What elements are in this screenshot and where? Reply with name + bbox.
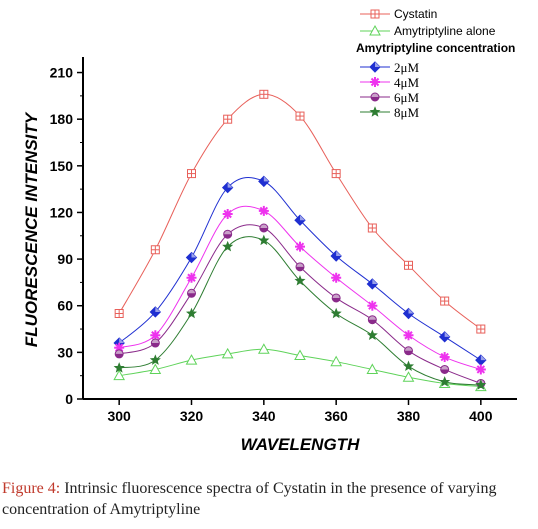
- data-point-amytriptyline-alone: [185, 354, 198, 365]
- data-point-8-m: [402, 360, 415, 372]
- data-point-6-m: [404, 346, 413, 356]
- data-point-8-m: [366, 329, 378, 340]
- figure-caption: Figure 4: Intrinsic fluorescence spectra…: [2, 478, 536, 520]
- data-point-8-m: [475, 379, 487, 390]
- data-point-2-m: [475, 354, 487, 366]
- x-tick-label: 340: [252, 408, 276, 424]
- data-point-2-m: [221, 181, 234, 194]
- data-point-4-m: [222, 209, 233, 220]
- legend-label-4-m: 4μM: [394, 75, 419, 90]
- data-point-8-m: [113, 362, 125, 373]
- legend-label-amytriptyline-alone: Amytriptyline alone: [394, 24, 496, 38]
- x-tick-label: 400: [469, 408, 493, 424]
- data-point-2-m: [258, 175, 270, 188]
- data-point-2-m: [438, 331, 451, 343]
- x-tick-label: 380: [397, 408, 421, 424]
- y-tick-label: 120: [50, 204, 74, 220]
- data-point-2-m: [294, 214, 306, 226]
- legend-label-2-m: 2μM: [394, 60, 419, 75]
- data-point-4-m: [295, 241, 305, 252]
- caption-label: Figure 4:: [2, 480, 61, 497]
- data-point-6-m: [223, 229, 233, 239]
- data-point-4-m: [114, 342, 125, 353]
- data-point-amytriptyline-alone: [330, 355, 343, 367]
- data-point-cystatin: [367, 223, 377, 233]
- data-point-amytriptyline-alone: [221, 347, 234, 359]
- data-point-8-m: [294, 275, 306, 286]
- legend-marker-8-m: [369, 106, 381, 117]
- legend-marker-6-m: [370, 92, 380, 102]
- data-point-cystatin: [223, 114, 233, 124]
- data-point-8-m: [258, 234, 270, 246]
- caption-text: Intrinsic fluorescence spectra of Cystat…: [2, 480, 497, 518]
- legend-label-8-m: 8μM: [394, 105, 419, 120]
- data-point-cystatin: [114, 309, 124, 318]
- data-point-amytriptyline-alone: [257, 343, 270, 354]
- data-point-cystatin: [440, 296, 450, 306]
- data-point-cystatin: [187, 169, 196, 179]
- legend-label-6-m: 6μM: [394, 90, 419, 105]
- data-point-cystatin: [150, 245, 160, 255]
- y-tick-label: 60: [57, 298, 73, 314]
- data-point-6-m: [150, 338, 160, 348]
- data-point-amytriptyline-alone: [402, 371, 415, 382]
- data-point-cystatin: [259, 89, 269, 99]
- data-point-2-m: [366, 278, 379, 290]
- data-point-2-m: [330, 250, 342, 262]
- data-point-6-m: [187, 288, 196, 298]
- y-tick-label: 180: [50, 111, 74, 127]
- data-point-cystatin: [476, 324, 486, 334]
- data-point-2-m: [149, 306, 162, 318]
- data-point-8-m: [439, 376, 451, 387]
- legend-label-cystatin: Cystatin: [394, 7, 437, 21]
- y-tick-label: 30: [57, 344, 73, 360]
- data-point-cystatin: [295, 111, 305, 121]
- data-point-4-m: [367, 300, 378, 311]
- y-axis-title: FLUORESCENCE INTENSITY: [22, 111, 41, 347]
- data-point-cystatin: [331, 169, 341, 179]
- data-point-cystatin: [404, 260, 413, 270]
- data-point-8-m: [222, 240, 234, 252]
- data-point-8-m: [185, 307, 198, 319]
- data-point-6-m: [331, 293, 341, 303]
- data-point-6-m: [440, 364, 450, 374]
- data-point-amytriptyline-alone: [113, 369, 126, 381]
- data-point-2-m: [185, 251, 198, 264]
- data-point-8-m: [330, 307, 342, 319]
- legend-heading: Amytriptyline concentration: [356, 41, 515, 55]
- data-point-4-m: [258, 205, 269, 216]
- data-point-6-m: [114, 349, 124, 359]
- data-point-4-m: [403, 330, 414, 341]
- data-point-2-m: [402, 307, 415, 320]
- series-line-cystatin: [118, 93, 482, 330]
- data-point-amytriptyline-alone: [294, 349, 306, 360]
- data-point-4-m: [186, 272, 197, 283]
- legend-marker-2-m: [369, 61, 381, 73]
- legend-marker-cystatin: [370, 9, 380, 19]
- data-point-amytriptyline-alone: [149, 363, 162, 374]
- x-tick-label: 320: [180, 408, 204, 424]
- legend-marker-4-m: [370, 77, 380, 87]
- y-tick-label: 0: [65, 391, 73, 407]
- chart: 300 320 340 360 380 400 0 30 60 90 120 150 180 210 Cy…: [22, 7, 517, 454]
- legend-marker-amytriptyline-alone: [369, 24, 381, 36]
- y-tick-label: 90: [57, 251, 73, 267]
- y-tick-label: 210: [50, 65, 74, 81]
- x-tick-label: 300: [107, 408, 131, 424]
- series-line-8-m: [119, 236, 481, 386]
- data-point-4-m: [475, 364, 486, 375]
- data-point-amytriptyline-alone: [366, 363, 379, 374]
- y-tick-label: 150: [50, 158, 74, 174]
- data-point-6-m: [259, 223, 269, 233]
- data-point-8-m: [149, 354, 161, 365]
- data-point-6-m: [367, 315, 377, 325]
- data-point-6-m: [295, 262, 305, 272]
- data-point-4-m: [439, 352, 450, 363]
- data-point-4-m: [331, 272, 342, 283]
- x-tick-label: 360: [324, 408, 348, 424]
- x-axis-title: WAVELENGTH: [241, 435, 360, 454]
